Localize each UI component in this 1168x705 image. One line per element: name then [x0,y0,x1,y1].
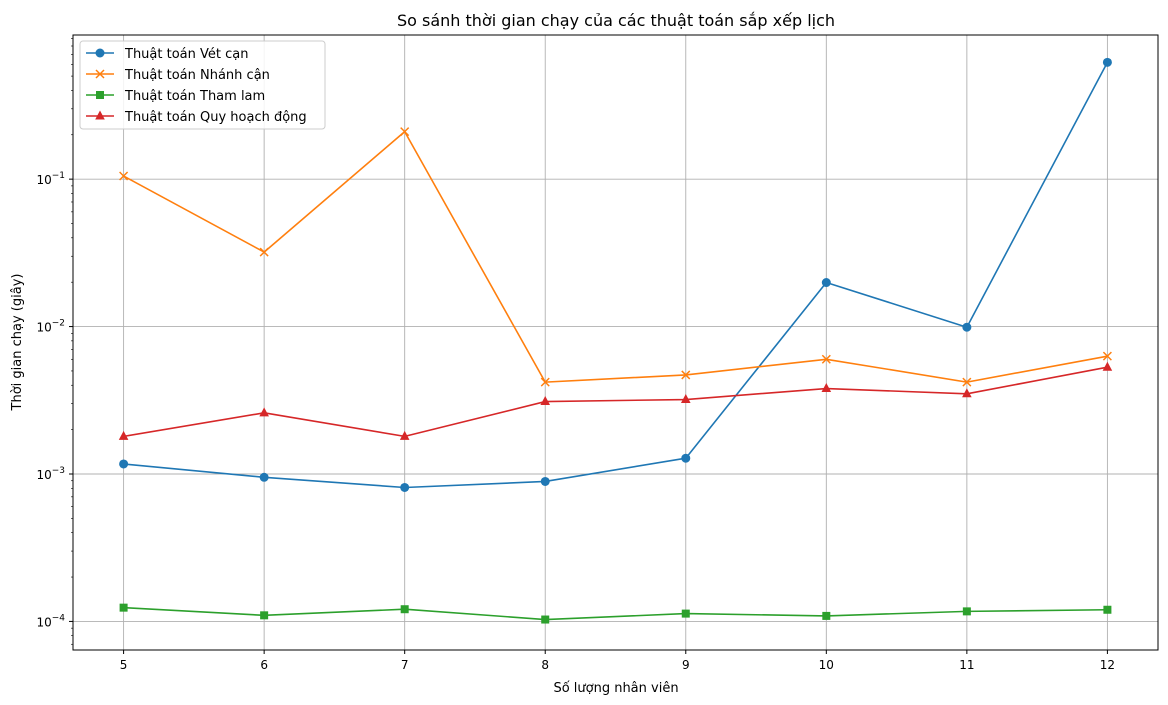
legend-label: Thuật toán Vét cạn [124,47,248,62]
marker-square [119,603,128,612]
x-tick-label: 6 [260,658,268,672]
marker-square [962,607,971,616]
series-x [119,127,1112,387]
series-circle [119,57,1112,492]
marker-x [962,377,972,387]
marker-circle [259,472,269,482]
legend: Thuật toán Vét cạn Thuật toán Nhánh cận Th… [79,40,326,130]
marker-x [540,377,550,387]
series-line [123,606,1108,621]
y-axis: 10−410−310−210−1 [36,38,73,645]
y-tick-exponent: −2 [52,319,65,329]
legend-entry: Thuật toán Vét cạn [86,47,248,62]
marker-x [119,171,129,181]
marker-triangle [95,110,105,120]
legend-entry: Thuật toán Quy hoạch động [86,110,307,125]
legend-entry: Thuật toán Tham lam [86,89,265,104]
x-tick-label: 9 [682,658,690,672]
y-axis-label: Thời gian chạy (giây) [10,274,25,412]
y-tick-label: 10−1 [36,171,65,187]
series-line [123,366,1108,438]
marker-circle [400,482,410,492]
marker-triangle [399,430,410,440]
y-tick-exponent: −3 [52,466,65,476]
x-tick-label: 8 [541,658,549,672]
legend-label: Thuật toán Quy hoạch động [124,110,307,125]
marker-circle [540,476,550,486]
marker-x [821,354,831,364]
marker-x [95,69,105,79]
marker-square [400,605,409,614]
y-tick-base: 10 [36,173,51,187]
legend-entry: Thuật toán Nhánh cận [86,68,270,83]
x-tick-label: 7 [401,658,409,672]
marker-circle [681,453,691,463]
marker-x [400,127,410,137]
marker-triangle [259,407,269,417]
marker-square [822,611,831,620]
y-tick-base: 10 [36,615,51,629]
marker-triangle [1102,361,1113,371]
x-tick-label: 12 [1100,658,1115,672]
y-tick-exponent: −4 [52,613,66,623]
x-tick-label: 5 [120,658,128,672]
y-tick-base: 10 [36,468,51,482]
marker-circle [1102,57,1112,67]
marker-triangle [540,396,551,406]
legend-box [79,40,326,130]
marker-square [1103,605,1112,614]
marker-square [96,91,104,99]
y-tick-base: 10 [36,321,51,335]
plot-frame [72,34,1159,651]
marker-square [541,615,550,624]
legend-label: Thuật toán Nhánh cận [124,68,270,83]
marker-circle [95,48,105,58]
series-triangle [118,361,1113,440]
y-tick-label: 10−3 [36,466,65,482]
marker-triangle [680,394,691,404]
series-group [118,57,1113,624]
chart-title: So sánh thời gian chạy của các thuật toá… [397,11,835,30]
marker-x [681,370,691,380]
marker-circle [962,322,972,332]
x-axis: 5 6 7 8 9 10 11 12 [120,650,1115,672]
marker-circle [821,278,831,288]
marker-square [260,611,269,620]
y-tick-label: 10−4 [36,613,65,629]
y-tick-label: 10−2 [36,319,65,335]
series-square [119,603,1112,624]
marker-triangle [821,383,832,393]
series-line [123,61,1109,489]
y-tick-exponent: −1 [52,171,65,181]
marker-x [1102,351,1112,361]
legend-label: Thuật toán Tham lam [124,89,265,104]
x-tick-label: 10 [819,658,834,672]
marker-x [259,247,269,257]
marker-circle [119,459,129,469]
x-axis-label: Số lượng nhân viên [553,681,678,696]
series-line [123,130,1108,383]
marker-square [681,609,690,618]
marker-triangle [962,388,972,398]
grid [73,35,1158,650]
x-tick-label: 11 [959,658,974,672]
marker-triangle [118,430,129,440]
